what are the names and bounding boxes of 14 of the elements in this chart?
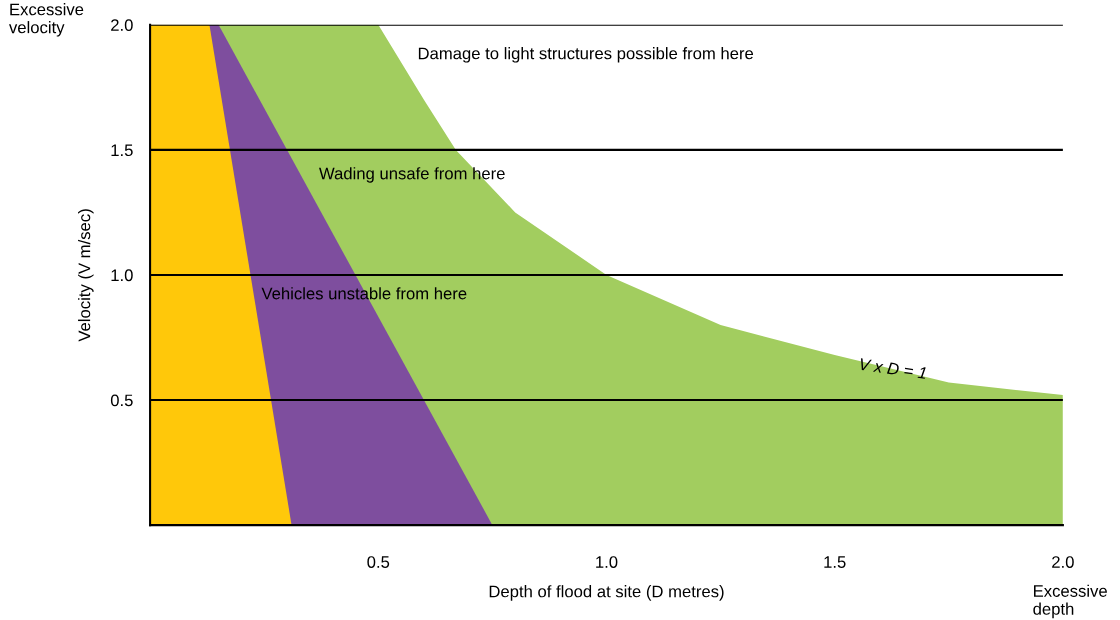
x-tick-label: 2.0 <box>1052 556 1074 568</box>
text: Excessive velocity <box>9 3 84 37</box>
y-tick-label: 2.0 <box>111 19 133 31</box>
y-tick-label: 1.0 <box>111 269 133 282</box>
x-tick-label: 0.5 <box>367 556 390 568</box>
annotation: V x D = 1 <box>859 358 927 379</box>
x-tick-label: 1.5 <box>824 556 846 568</box>
y-tick-label: 1.5 <box>111 144 133 157</box>
x-tick-label: 1.0 <box>596 556 618 568</box>
y-axis-title: Velocity (V m/sec) <box>78 209 94 342</box>
text: Excessive depth <box>1033 584 1107 619</box>
x-axis-title: Depth of flood at site (D metres) <box>489 585 724 601</box>
annotation: Damage to light structures possible from here <box>418 47 754 63</box>
y-tick-label: 0.5 <box>110 394 133 407</box>
